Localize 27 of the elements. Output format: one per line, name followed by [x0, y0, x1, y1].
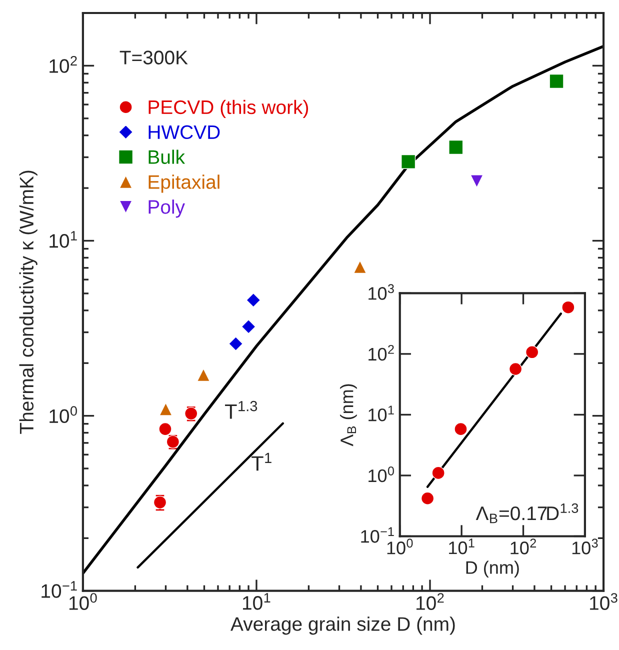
x-tick-label: 10$^{3}$ [572, 538, 598, 554]
y-tick-label: 10$^{3}$ [368, 284, 394, 300]
x-axis-title: D (nm) [466, 560, 519, 578]
legend-label: Bulk [148, 150, 186, 164]
y-tick-label: 10$^{0}$ [368, 466, 394, 482]
x-axis-title: Average grain size D (nm) [230, 616, 455, 635]
x-tick-label: 10$^{1}$ [242, 593, 270, 610]
y-tick-label: 10$^{2}$ [368, 344, 394, 361]
x-tick-label: 10$^{2}$ [416, 593, 444, 610]
annotation: T=300K [120, 50, 188, 64]
annotation: T$^{1.3}$ [225, 400, 258, 419]
legend-label: Epitaxial [148, 174, 220, 193]
y-axis-title: Λ$_{B}$ (nm) [340, 384, 357, 446]
y-tick-label: 10$^{0}$ [50, 406, 77, 424]
legend-label: Poly [148, 200, 185, 218]
x-tick-label: 10$^{2}$ [510, 538, 536, 554]
annotation: T$^{1}$ [252, 452, 272, 471]
x-tick-label: 10$^{1}$ [449, 538, 474, 554]
legend-label: HWCVD [148, 125, 220, 140]
y-tick-label: 10$^{1}$ [368, 406, 394, 422]
y-axis-title: Thermal conductivity κ (W/mK) [19, 170, 38, 434]
x-tick-label: 10$^{3}$ [590, 593, 618, 610]
x-tick-label: 10$^{0}$ [69, 593, 97, 610]
y-tick-label: 10$^{2}$ [50, 56, 77, 73]
y-tick-label: 10$^{1}$ [50, 231, 77, 248]
legend-label: PECVD (this work) [148, 100, 308, 118]
annotation: Λ$_{B}$=0.17D$^{1.3}$ [476, 503, 578, 524]
